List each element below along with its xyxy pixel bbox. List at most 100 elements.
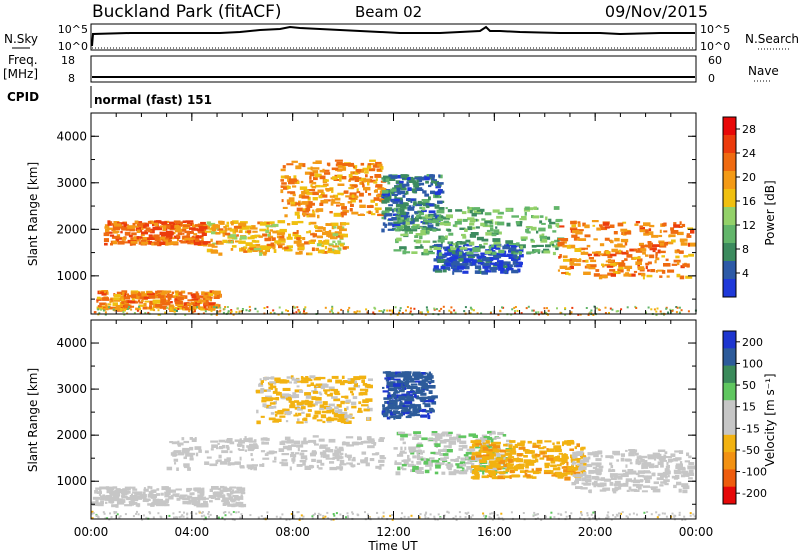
echo-cell — [345, 195, 353, 198]
echo-cell — [324, 239, 330, 244]
echo-cell — [393, 198, 401, 203]
echo-cell — [572, 461, 577, 465]
echo-cell — [197, 491, 204, 494]
echo-cell — [570, 220, 577, 225]
echo-cell — [295, 412, 298, 417]
echo-cell — [284, 175, 289, 179]
echo-cell — [443, 220, 450, 223]
echo-cell — [604, 312, 607, 314]
echo-cell — [398, 431, 406, 435]
echo-cell — [488, 470, 496, 474]
echo-cell — [463, 469, 469, 472]
echo-cell — [501, 517, 504, 520]
echo-cell — [103, 512, 106, 515]
echo-cell — [160, 298, 167, 303]
echo-cell — [252, 249, 258, 252]
echo-cell — [161, 290, 167, 295]
echo-cell — [574, 467, 582, 471]
echo-cell — [245, 225, 253, 228]
echo-cell — [91, 512, 94, 515]
echo-cell — [326, 511, 329, 514]
echo-cell — [177, 296, 184, 301]
echo-cell — [681, 483, 689, 488]
echo-cell — [591, 462, 599, 466]
echo-cell — [595, 471, 602, 475]
echo-cell — [132, 488, 138, 491]
echo-cell — [597, 308, 600, 311]
echo-cell — [196, 503, 204, 508]
echo-cell — [407, 372, 412, 376]
echo-cell — [132, 225, 139, 228]
echo-cell — [552, 251, 556, 256]
echo-cell — [423, 248, 429, 253]
echo-cell — [650, 513, 653, 516]
echo-cell — [307, 403, 313, 408]
echo-cell — [261, 397, 268, 400]
echo-cell — [514, 310, 516, 313]
echo-cell — [114, 230, 120, 233]
echo-cell — [266, 511, 269, 514]
echo-cell — [397, 209, 401, 213]
echo-cell — [334, 159, 343, 162]
echo-cell — [290, 400, 295, 405]
echo-cell — [656, 307, 659, 310]
echo-cell — [216, 447, 219, 450]
echo-cell — [432, 268, 441, 272]
echo-cell — [131, 232, 137, 236]
echo-cell — [447, 229, 452, 232]
echo-cell — [124, 513, 127, 516]
echo-cell — [679, 275, 685, 280]
echo-cell — [351, 441, 359, 446]
echo-cell — [590, 259, 597, 263]
echo-cell — [136, 236, 140, 240]
echo-cell — [305, 392, 310, 396]
echo-cell — [489, 224, 494, 228]
echo-cell — [356, 462, 361, 465]
echo-cell — [181, 437, 185, 441]
echo-cell — [354, 185, 357, 188]
echo-cell — [351, 465, 355, 468]
echo-cell — [659, 242, 664, 246]
echo-cell — [659, 229, 662, 234]
echo-cell — [312, 390, 318, 394]
echo-cell — [465, 239, 471, 243]
echo-cell — [568, 515, 571, 517]
echo-cell — [313, 234, 317, 237]
echo-cell — [190, 293, 196, 297]
echo-cell — [105, 303, 108, 308]
echo-cell — [667, 474, 670, 478]
echo-cell — [652, 488, 661, 493]
echo-cell — [336, 161, 343, 166]
echo-cell — [328, 438, 336, 443]
echo-cell — [154, 241, 162, 246]
echo-cell — [393, 221, 401, 224]
echo-cell — [115, 504, 119, 508]
echo-cell — [408, 391, 416, 394]
echo-cell — [383, 397, 391, 400]
echo-cell — [571, 482, 577, 486]
echo-cell — [259, 221, 267, 226]
echo-cell — [108, 306, 110, 309]
echo-cell — [459, 247, 468, 250]
echo-cell — [453, 260, 457, 264]
echo-cell — [113, 512, 116, 515]
echo-cell — [428, 210, 432, 213]
echo-cell — [341, 441, 350, 446]
echo-cell — [301, 406, 306, 410]
echo-cell — [611, 308, 614, 311]
echo-cell — [507, 458, 514, 463]
echo-cell — [113, 511, 116, 513]
echo-cell — [613, 483, 619, 486]
echo-cell — [625, 515, 628, 518]
echo-cell — [240, 221, 248, 224]
echo-cell — [657, 269, 664, 272]
echo-cell — [464, 516, 467, 519]
echo-cell — [191, 295, 197, 299]
echo-cell — [673, 224, 680, 228]
echo-cell — [598, 253, 604, 256]
echo-cell — [385, 207, 393, 212]
echo-cell — [324, 515, 327, 518]
echo-cell — [347, 378, 351, 382]
echo-cell — [366, 416, 370, 421]
echo-cell — [141, 299, 144, 302]
